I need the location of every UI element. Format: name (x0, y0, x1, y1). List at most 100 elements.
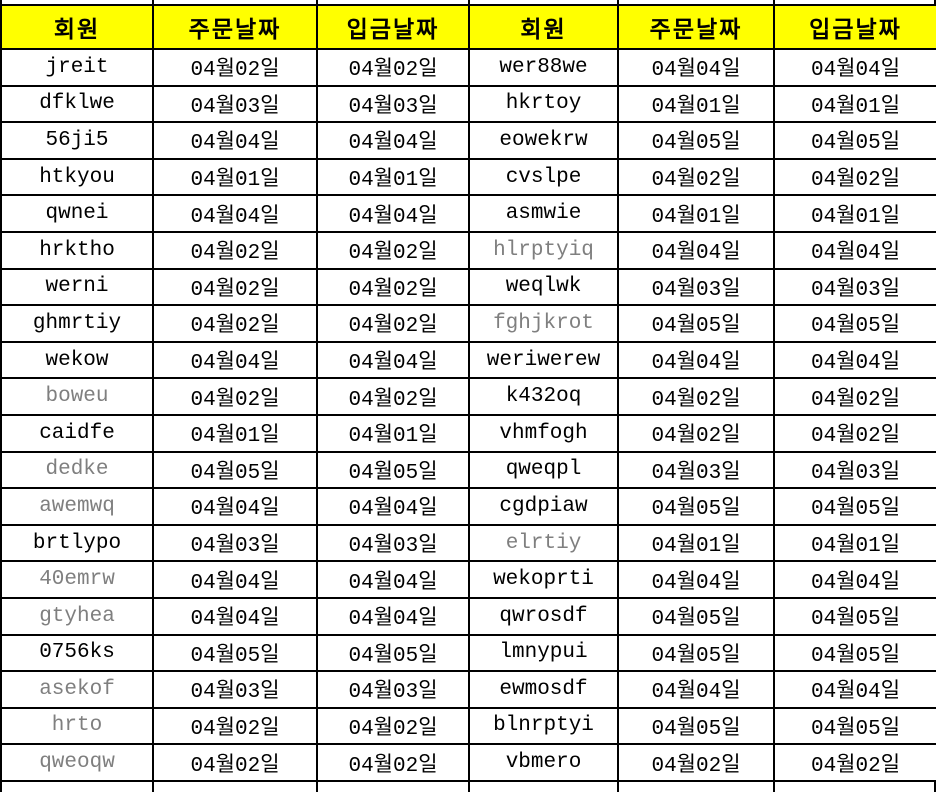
deposit-date-cell[interactable]: 04월03일 (316, 670, 470, 709)
deposit-date-cell[interactable]: 04월05일 (773, 596, 936, 636)
deposit-date-cell[interactable]: 04월04일 (316, 194, 470, 233)
member-cell[interactable]: htkyou (0, 157, 154, 197)
order-date-cell[interactable]: 04월04일 (152, 340, 318, 380)
member-cell[interactable]: blnrptyi (468, 706, 619, 746)
member-cell[interactable]: gtyhea (0, 596, 154, 636)
deposit-date-cell[interactable]: 04월03일 (316, 84, 470, 124)
deposit-date-cell[interactable]: 04월01일 (773, 84, 936, 124)
deposit-date-cell[interactable]: 04월02일 (316, 743, 470, 782)
member-cell[interactable]: qweoqw (0, 743, 154, 782)
member-cell[interactable]: asmwie (468, 194, 619, 233)
order-date-cell[interactable]: 04월05일 (617, 633, 775, 673)
member-cell[interactable]: awemwq (0, 487, 154, 526)
order-date-cell[interactable]: 04월05일 (617, 121, 775, 160)
deposit-date-cell[interactable]: 04월01일 (316, 413, 470, 453)
member-cell[interactable]: boweu (0, 377, 154, 416)
member-cell[interactable]: weqlwk (468, 267, 619, 307)
member-cell[interactable]: ewmosdf (468, 670, 619, 709)
deposit-date-cell[interactable]: 04월02일 (316, 377, 470, 416)
order-date-cell[interactable]: 04월03일 (152, 84, 318, 124)
member-cell[interactable]: hrktho (0, 230, 154, 270)
order-date-cell[interactable]: 04월05일 (617, 706, 775, 746)
order-date-cell[interactable]: 04월02일 (617, 377, 775, 416)
member-cell[interactable]: vbmero (468, 743, 619, 782)
deposit-date-cell[interactable]: 04월04일 (773, 670, 936, 709)
member-cell[interactable]: caidfe (0, 413, 154, 453)
deposit-date-cell[interactable]: 04월03일 (316, 523, 470, 563)
member-cell[interactable]: qwrosdf (468, 596, 619, 636)
order-date-cell[interactable]: 04월05일 (617, 487, 775, 526)
column-header-deposit-date-right[interactable]: 입금날짜 (773, 4, 936, 50)
member-cell[interactable]: wekow (0, 340, 154, 380)
order-date-cell[interactable]: 04월03일 (617, 267, 775, 307)
deposit-date-cell[interactable]: 04월05일 (773, 487, 936, 526)
order-date-cell[interactable]: 04월02일 (152, 743, 318, 782)
deposit-date-cell[interactable]: 04월02일 (773, 157, 936, 197)
order-date-cell[interactable]: 04월04일 (152, 560, 318, 599)
column-header-member-left[interactable]: 회원 (0, 4, 154, 50)
member-cell[interactable]: 56ji5 (0, 121, 154, 160)
member-cell[interactable]: qweqpl (468, 450, 619, 490)
member-cell[interactable]: weriwerew (468, 340, 619, 380)
member-cell[interactable]: hrto (0, 706, 154, 746)
member-cell[interactable]: lmnypui (468, 633, 619, 673)
order-date-cell[interactable]: 04월04일 (152, 596, 318, 636)
member-cell[interactable]: vhmfogh (468, 413, 619, 453)
deposit-date-cell[interactable]: 04월02일 (316, 230, 470, 270)
member-cell[interactable]: cvslpe (468, 157, 619, 197)
order-date-cell[interactable]: 04월02일 (617, 157, 775, 197)
order-date-cell[interactable]: 04월03일 (152, 523, 318, 563)
member-cell[interactable]: hkrtoy (468, 84, 619, 124)
column-header-order-date-left[interactable]: 주문날짜 (152, 4, 318, 50)
member-cell[interactable]: wekoprti (468, 560, 619, 599)
order-date-cell[interactable]: 04월01일 (617, 523, 775, 563)
deposit-date-cell[interactable]: 04월02일 (316, 706, 470, 746)
member-cell[interactable]: hlrptyiq (468, 230, 619, 270)
order-date-cell[interactable]: 04월02일 (152, 706, 318, 746)
deposit-date-cell[interactable]: 04월05일 (773, 304, 936, 343)
deposit-date-cell[interactable]: 04월05일 (773, 633, 936, 673)
deposit-date-cell[interactable]: 04월04일 (316, 596, 470, 636)
order-date-cell[interactable]: 04월04일 (152, 121, 318, 160)
member-cell[interactable]: cgdpiaw (468, 487, 619, 526)
member-cell[interactable]: qwnei (0, 194, 154, 233)
member-cell[interactable]: werni (0, 267, 154, 307)
member-cell[interactable]: 0756ks (0, 633, 154, 673)
member-cell[interactable]: wer88we (468, 48, 619, 87)
member-cell[interactable]: 40emrw (0, 560, 154, 599)
deposit-date-cell[interactable]: 04월04일 (316, 560, 470, 599)
order-date-cell[interactable]: 04월04일 (617, 230, 775, 270)
deposit-date-cell[interactable]: 04월04일 (316, 121, 470, 160)
order-date-cell[interactable]: 04월04일 (617, 48, 775, 87)
order-date-cell[interactable]: 04월03일 (152, 670, 318, 709)
deposit-date-cell[interactable]: 04월02일 (316, 48, 470, 87)
deposit-date-cell[interactable]: 04월03일 (773, 450, 936, 490)
member-cell[interactable]: eowekrw (468, 121, 619, 160)
member-cell[interactable]: ghmrtiy (0, 304, 154, 343)
deposit-date-cell[interactable]: 04월04일 (773, 560, 936, 599)
deposit-date-cell[interactable]: 04월01일 (773, 194, 936, 233)
order-date-cell[interactable]: 04월05일 (152, 450, 318, 490)
column-header-order-date-right[interactable]: 주문날짜 (617, 4, 775, 50)
order-date-cell[interactable]: 04월02일 (152, 267, 318, 307)
order-date-cell[interactable]: 04월04일 (617, 670, 775, 709)
deposit-date-cell[interactable]: 04월02일 (773, 377, 936, 416)
deposit-date-cell[interactable]: 04월04일 (316, 340, 470, 380)
deposit-date-cell[interactable]: 04월05일 (773, 706, 936, 746)
deposit-date-cell[interactable]: 04월05일 (773, 121, 936, 160)
order-date-cell[interactable]: 04월01일 (152, 157, 318, 197)
deposit-date-cell[interactable]: 04월04일 (316, 487, 470, 526)
member-cell[interactable]: asekof (0, 670, 154, 709)
member-cell[interactable]: elrtiy (468, 523, 619, 563)
column-header-deposit-date-left[interactable]: 입금날짜 (316, 4, 470, 50)
deposit-date-cell[interactable]: 04월05일 (316, 450, 470, 490)
order-date-cell[interactable]: 04월04일 (152, 194, 318, 233)
deposit-date-cell[interactable]: 04월03일 (773, 267, 936, 307)
order-date-cell[interactable]: 04월05일 (617, 596, 775, 636)
order-date-cell[interactable]: 04월04일 (617, 340, 775, 380)
order-date-cell[interactable]: 04월02일 (152, 230, 318, 270)
order-date-cell[interactable]: 04월01일 (617, 194, 775, 233)
deposit-date-cell[interactable]: 04월02일 (316, 267, 470, 307)
order-date-cell[interactable]: 04월02일 (617, 743, 775, 782)
member-cell[interactable]: brtlypo (0, 523, 154, 563)
